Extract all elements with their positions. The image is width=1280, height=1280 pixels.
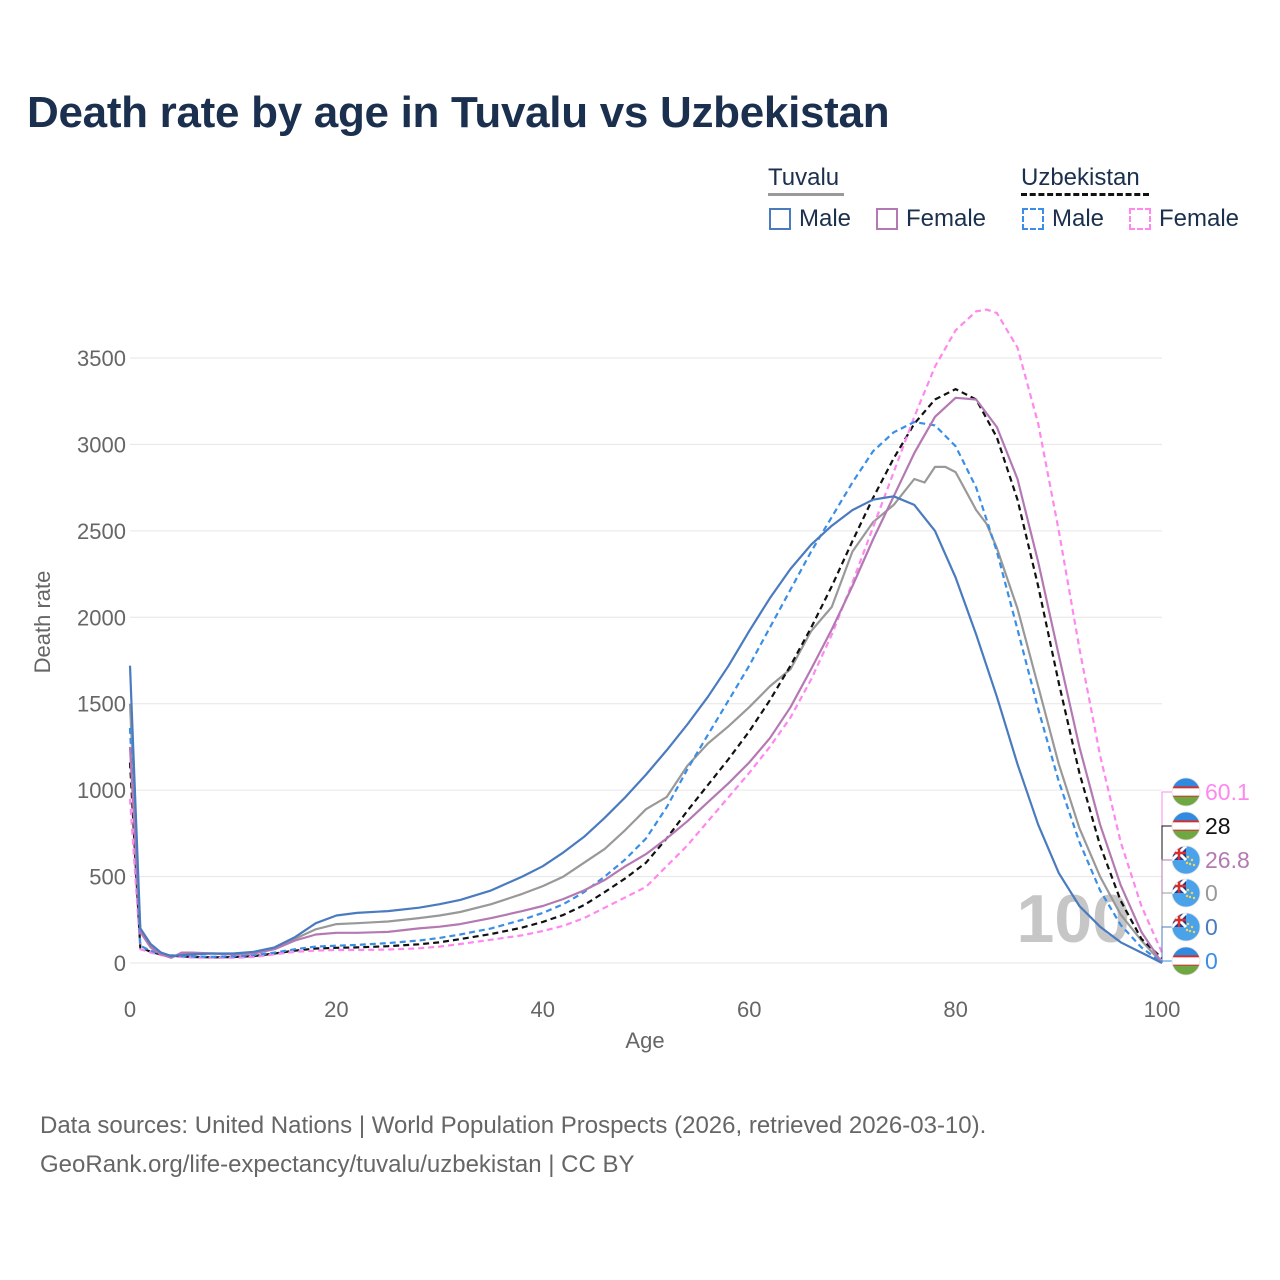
- series-line-uzbekistan-total: [128, 388, 1163, 960]
- flag-uzbekistan-icon: [1171, 777, 1201, 807]
- end-value-label: 28: [1205, 813, 1231, 839]
- x-tick-label: 0: [124, 997, 136, 1022]
- y-tick-label: 500: [89, 865, 126, 890]
- end-value-label: 0: [1205, 880, 1218, 906]
- end-value-label: 0: [1205, 948, 1218, 974]
- x-tick-label: 60: [737, 997, 761, 1022]
- end-labels: 60.1 28 26.8 0 0 0: [1161, 777, 1250, 976]
- end-value-label: 0: [1205, 914, 1218, 940]
- chart-title: Death rate by age in Tuvalu vs Uzbekista…: [27, 88, 890, 137]
- series-line-tuvalu-female: [128, 396, 1163, 964]
- flag-uzbekistan-icon: [1171, 811, 1201, 841]
- x-tick-label: 40: [531, 997, 555, 1022]
- y-tick-label: 0: [114, 951, 126, 976]
- x-axis-label: Age: [625, 1028, 664, 1053]
- end-label-connector: [1161, 791, 1172, 953]
- source-note: Data sources: United Nations | World Pop…: [40, 1106, 986, 1184]
- y-tick-label: 2000: [77, 605, 126, 630]
- source-line-2[interactable]: GeoRank.org/life-expectancy/tuvalu/uzbek…: [40, 1151, 635, 1178]
- series-line-uzbekistan-female: [128, 308, 1164, 959]
- x-tick-label: 100: [1144, 997, 1181, 1022]
- x-tick-label: 20: [324, 997, 348, 1022]
- y-tick-label: 1500: [77, 692, 126, 717]
- series-line-uzbekistan-male: [128, 420, 1163, 964]
- x-axis-ticks: 0 20 40 60 80 100: [124, 997, 1180, 1022]
- flag-tuvalu-icon: [1171, 912, 1201, 942]
- gridlines: [130, 357, 1162, 964]
- y-axis-label: Death rate: [30, 571, 55, 674]
- series-line-tuvalu-male: [128, 495, 1163, 964]
- end-value-label: 26.8: [1205, 847, 1250, 873]
- series-line-tuvalu-total: [128, 465, 1163, 964]
- y-tick-label: 3500: [77, 346, 126, 371]
- flag-tuvalu-icon: [1171, 878, 1201, 908]
- year-watermark: 100: [1017, 881, 1130, 957]
- end-label-connector: [1161, 926, 1172, 963]
- series-lines: [128, 308, 1164, 964]
- y-tick-label: 3000: [77, 432, 126, 457]
- source-line-1: Data sources: United Nations | World Pop…: [40, 1112, 987, 1139]
- end-label-connector: [1161, 859, 1172, 963]
- y-tick-label: 1000: [77, 778, 126, 803]
- end-label-connector: [1161, 892, 1172, 963]
- end-label-connector: [1161, 960, 1172, 963]
- flag-tuvalu-icon: [1171, 845, 1201, 875]
- x-tick-label: 80: [943, 997, 967, 1022]
- end-value-label: 60.1: [1205, 779, 1250, 805]
- flag-uzbekistan-icon: [1171, 946, 1201, 976]
- end-label-connector: [1161, 825, 1172, 959]
- y-axis-ticks: 0 500 1000 1500 2000 2500 3000 3500: [77, 346, 126, 976]
- y-tick-label: 2500: [77, 519, 126, 544]
